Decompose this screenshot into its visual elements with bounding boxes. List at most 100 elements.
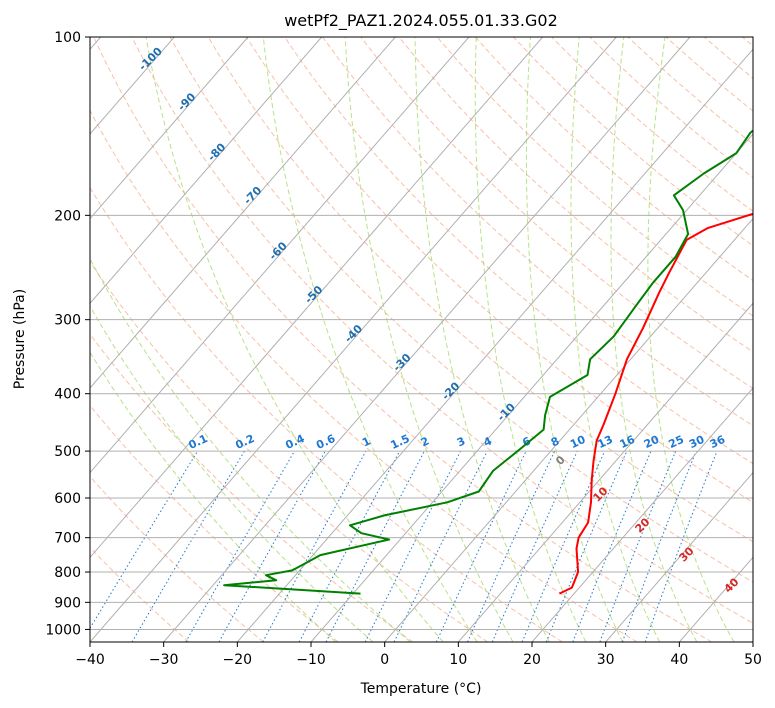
dry-adiabat-line — [90, 260, 488, 642]
isotherm-line — [90, 37, 249, 220]
moist-adiabat-line — [344, 37, 514, 642]
y-axis-title: Pressure (hPa) — [12, 289, 28, 389]
moist-adiabat-line — [414, 37, 550, 642]
dry-adiabat-line — [245, 37, 753, 503]
mixing-ratio-label: 3 — [455, 434, 467, 449]
x-tick-label: 30 — [597, 652, 615, 668]
isotherm-line — [90, 37, 544, 559]
y-tick-label: 900 — [54, 595, 81, 611]
y-tick-label: 700 — [54, 531, 81, 547]
mixing-ratio-line — [90, 450, 199, 630]
dry-adiabat-line — [703, 37, 753, 79]
mixing-ratio-label: 25 — [667, 433, 686, 451]
moist-adiabat-label: 40 — [722, 575, 742, 595]
mixing-ratio-label: 4 — [482, 434, 495, 449]
isotherm-line — [90, 37, 470, 474]
isotherm-label: -10 — [495, 400, 518, 423]
y-tick-label: 1000 — [45, 622, 81, 638]
mixing-ratio-label: 20 — [642, 433, 662, 451]
moist-adiabat-label: 0 — [553, 453, 568, 468]
isotherm-line — [163, 37, 691, 642]
mixing-ratio-line — [621, 450, 697, 642]
isotherm-label: -90 — [175, 90, 198, 113]
x-tick-label: 10 — [449, 652, 467, 668]
mixing-ratio-line — [572, 450, 652, 642]
x-tick-label: −20 — [223, 652, 253, 668]
x-tick-label: −30 — [149, 652, 179, 668]
isotherm-line — [236, 48, 753, 642]
x-tick-label: 20 — [523, 652, 541, 668]
isotherm-line — [752, 641, 753, 642]
isotherm-label: -60 — [267, 239, 290, 262]
isotherm-line — [90, 37, 323, 305]
isotherm-line — [90, 37, 617, 642]
mixing-ratio-label: 0.4 — [283, 432, 306, 452]
x-tick-label: 40 — [670, 652, 688, 668]
dry-adiabat-line — [90, 186, 563, 642]
isotherm-label: -70 — [241, 184, 264, 207]
mixing-ratio-label: 16 — [618, 433, 638, 451]
dry-adiabat-line — [398, 37, 753, 353]
y-tick-label: 600 — [54, 491, 81, 507]
mixing-ratio-label: 1.5 — [389, 432, 412, 452]
chart-title: wetPf2_PAZ1.2024.055.01.33.G02 — [284, 11, 558, 31]
mixing-ratio-line — [521, 450, 606, 642]
dry-adiabat-line — [90, 475, 264, 642]
dry-adiabat-line — [322, 37, 753, 427]
x-tick-label: −40 — [75, 652, 105, 668]
dry-adiabat-line — [131, 37, 753, 624]
moist-adiabat-line — [145, 37, 444, 642]
isotherm-line — [457, 302, 753, 642]
grid-lines — [90, 37, 753, 642]
isotherm-labels: -100-90-80-70-60-50-40-30-20-10 — [136, 44, 518, 423]
y-tick-label: 800 — [54, 565, 81, 581]
x-tick-label: 50 — [744, 652, 762, 668]
background-lines — [90, 37, 753, 642]
moist-adiabat-line — [90, 305, 374, 642]
mixing-ratio-label: 10 — [568, 433, 588, 451]
x-tick-label: −10 — [296, 652, 326, 668]
moist-adiabat-line — [90, 351, 337, 642]
moist-adiabat-line — [262, 37, 478, 642]
isotherm-line — [605, 471, 753, 642]
isotherm-label: -50 — [302, 283, 325, 306]
y-tick-label: 400 — [54, 387, 81, 403]
mixing-ratio-line — [599, 450, 677, 642]
x-axis: −40 −30 −20 −10 0 10 20 30 40 50 — [75, 642, 762, 668]
isotherm-label: -80 — [205, 140, 228, 163]
mixing-ratio-label: 13 — [596, 433, 615, 451]
x-tick-label: 0 — [380, 652, 389, 668]
moist-adiabat-line — [474, 37, 587, 642]
dry-adiabat-line — [93, 37, 712, 642]
dry-adiabat-line — [169, 37, 753, 583]
isotherm-label: -100 — [136, 44, 165, 73]
plot-frame — [89, 36, 754, 643]
dry-adiabat-line — [90, 404, 339, 642]
y-tick-label: 100 — [54, 30, 81, 46]
dry-adiabat-line — [436, 37, 753, 317]
x-axis-title: Temperature (°C) — [360, 681, 482, 697]
dewpoint-line — [223, 129, 753, 595]
isotherm-label: -40 — [342, 322, 365, 345]
y-axis: 100 200 300 400 500 600 700 800 900 1000 — [45, 30, 90, 638]
isotherm-line — [310, 133, 753, 642]
profile-lines — [223, 129, 753, 595]
dry-adiabat-line — [742, 37, 753, 47]
y-tick-label: 500 — [54, 444, 81, 460]
mixing-ratio-label: 0.6 — [314, 432, 337, 452]
mixing-ratio-label: 0.2 — [233, 432, 256, 452]
mixing-ratio-label: 2 — [419, 434, 431, 449]
mixing-ratio-line — [435, 450, 527, 642]
mixing-ratio-line — [298, 450, 401, 642]
mixing-ratio-label: 1 — [360, 434, 372, 449]
dry-adiabat-line — [360, 37, 753, 390]
isotherm-line — [531, 387, 753, 642]
mixing-ratio-label: 36 — [708, 433, 728, 451]
mixing-ratio-label: 8 — [549, 434, 561, 449]
mixing-ratio-line — [644, 450, 718, 642]
isotherm-label: -30 — [390, 351, 413, 374]
isotherm-line — [90, 37, 396, 389]
mixing-ratio-label: 30 — [687, 433, 707, 451]
isotherm-line — [384, 217, 753, 642]
